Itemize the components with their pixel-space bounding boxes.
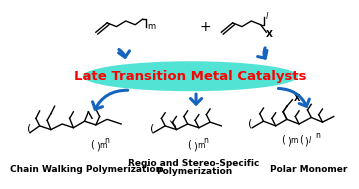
- Text: ): ): [96, 142, 99, 151]
- Polygon shape: [170, 120, 176, 130]
- Text: X: X: [266, 30, 273, 39]
- Text: (: (: [188, 140, 191, 150]
- Text: ): ): [305, 137, 308, 147]
- Text: Late Transition Metal Catalysts: Late Transition Metal Catalysts: [74, 70, 307, 83]
- Text: l: l: [265, 12, 268, 21]
- Text: Chain Walking Polymerization: Chain Walking Polymerization: [10, 165, 163, 174]
- Text: m: m: [147, 22, 155, 31]
- Text: (: (: [281, 135, 285, 145]
- Text: n: n: [315, 131, 320, 140]
- Ellipse shape: [83, 61, 298, 91]
- Text: (: (: [90, 140, 94, 150]
- Text: ): ): [287, 137, 291, 147]
- Text: Regio and Stereo-Specific: Regio and Stereo-Specific: [129, 159, 260, 168]
- Text: (: (: [150, 124, 154, 134]
- Text: l: l: [308, 136, 311, 145]
- Text: ): ): [193, 142, 197, 151]
- Text: m: m: [291, 136, 298, 145]
- Text: +: +: [200, 20, 211, 34]
- Text: (: (: [248, 119, 253, 129]
- Text: m: m: [99, 141, 107, 150]
- Text: (: (: [299, 135, 303, 145]
- Text: n: n: [104, 136, 109, 145]
- Text: n: n: [204, 136, 209, 145]
- Text: (: (: [27, 124, 31, 134]
- Text: Polar Monomer: Polar Monomer: [270, 165, 347, 174]
- Text: m: m: [197, 141, 204, 150]
- Text: X: X: [293, 94, 300, 103]
- Text: Polymerization: Polymerization: [156, 167, 232, 176]
